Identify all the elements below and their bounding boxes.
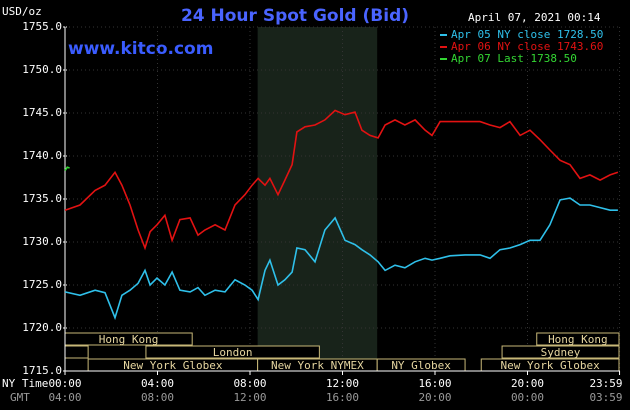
session-box — [536, 332, 620, 346]
timestamp: April 07, 2021 00:14 — [468, 11, 601, 24]
y-tick-label: 1725.0 — [22, 278, 62, 291]
session-label: Hong Kong — [548, 333, 608, 346]
x2-tick-label: 20:00 — [418, 391, 451, 404]
y-tick-label: 1720.0 — [22, 321, 62, 334]
session-label: London — [213, 346, 253, 359]
session-box — [64, 345, 89, 359]
y-tick-label: 1735.0 — [22, 192, 62, 205]
x-axis-label: NY Time — [2, 377, 48, 390]
chart-title: 24 Hour Spot Gold (Bid) — [181, 6, 409, 26]
legend-label: Apr 06 NY close 1743.60 — [451, 40, 603, 53]
watermark: www.kitco.com — [68, 39, 213, 59]
x2-tick-label: 03:59 — [589, 391, 622, 404]
session-label: Sydney — [541, 346, 581, 359]
y-tick-label: 1715.0 — [22, 364, 62, 377]
x2-tick-label: 04:00 — [48, 391, 81, 404]
session-box — [145, 345, 320, 359]
x2-tick-label: 12:00 — [233, 391, 266, 404]
x-tick-label: 00:00 — [48, 377, 81, 390]
y-tick-label: 1750.0 — [22, 63, 62, 76]
session-label: New York Globex — [123, 359, 223, 372]
x-tick-label: 20:00 — [511, 377, 544, 390]
x-tick-label: 16:00 — [418, 377, 451, 390]
legend-label: Apr 07 Last 1738.50 — [451, 52, 577, 65]
y-tick-label: 1740.0 — [22, 149, 62, 162]
legend-label: Apr 05 NY close 1728.50 — [451, 28, 603, 41]
session-label: New York Globex — [500, 359, 600, 372]
x2-tick-label: 16:00 — [326, 391, 359, 404]
x-tick-label: 12:00 — [326, 377, 359, 390]
x2-tick-label: 08:00 — [141, 391, 174, 404]
x2-axis-label: GMT — [10, 391, 30, 404]
y-axis-label: USD/oz — [2, 5, 42, 18]
session-label: Hong Kong — [99, 333, 159, 346]
x-tick-label: 04:00 — [141, 377, 174, 390]
x-tick-label: 23:59 — [589, 377, 622, 390]
y-tick-label: 1730.0 — [22, 235, 62, 248]
series-line — [64, 166, 70, 172]
x2-tick-label: 00:00 — [511, 391, 544, 404]
session-label: NY Globex — [391, 359, 451, 372]
x-tick-label: 08:00 — [233, 377, 266, 390]
series-line — [64, 109, 619, 251]
y-tick-label: 1745.0 — [22, 106, 62, 119]
session-label: New York NYMEX — [271, 359, 364, 372]
y-tick-label: 1755.0 — [22, 20, 62, 33]
series-line — [64, 197, 618, 321]
session-box — [501, 345, 620, 359]
